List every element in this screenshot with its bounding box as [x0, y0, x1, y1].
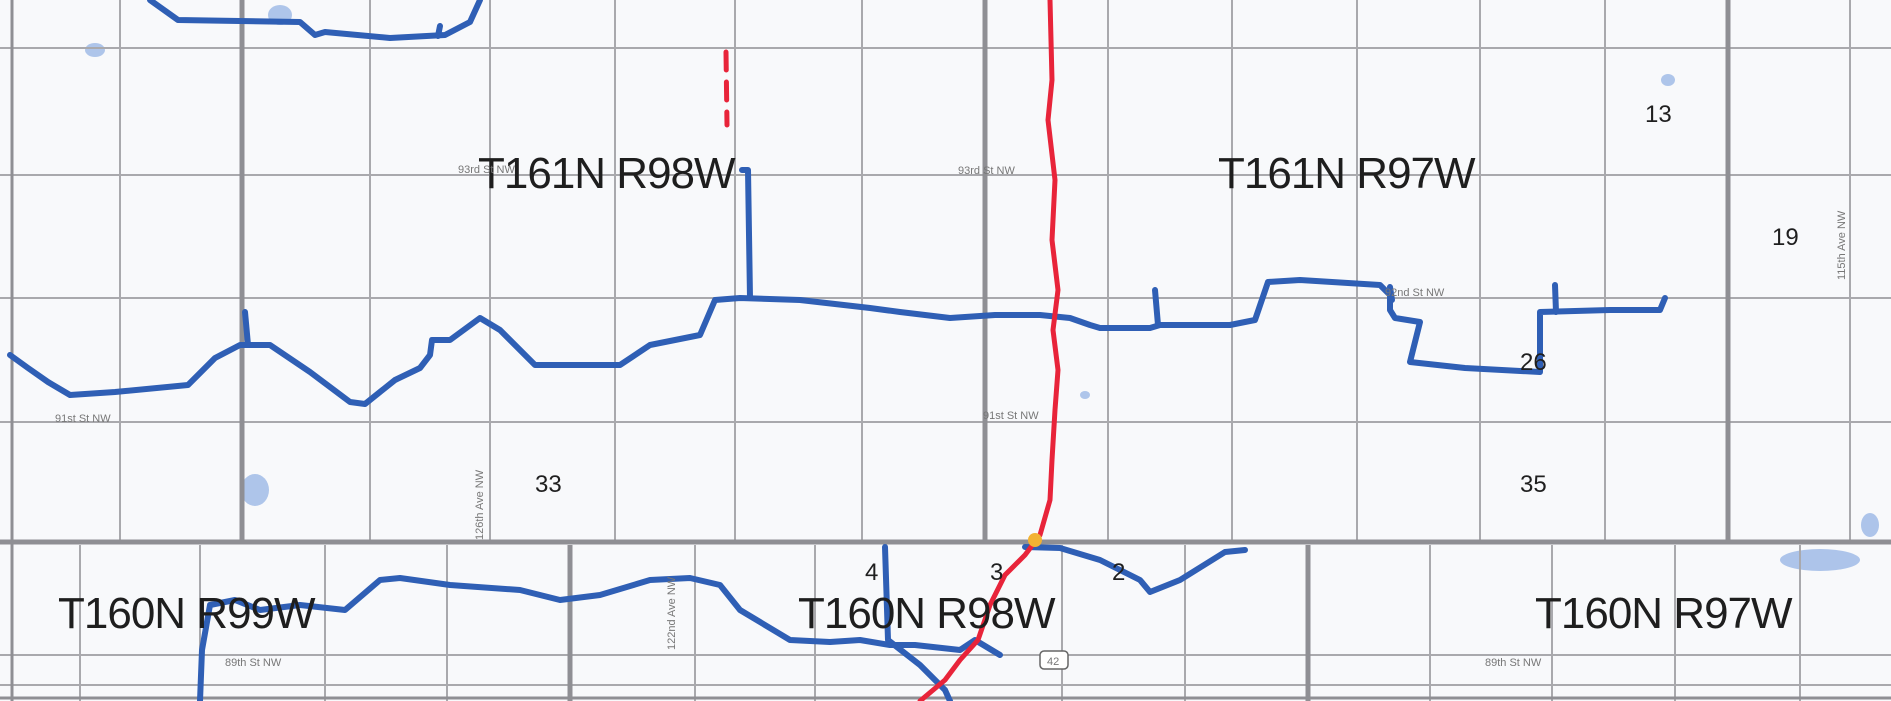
- route-marker-shield: [1039, 650, 1069, 670]
- township-label: T160N R98W: [798, 589, 1056, 638]
- road-label: 122nd Ave NW: [666, 576, 678, 650]
- route-marker[interactable]: 42: [1039, 650, 1069, 670]
- pipeline-red-planned[interactable]: [723, 49, 730, 128]
- pipeline-red-main[interactable]: [917, 0, 1061, 701]
- section-label: 13: [1645, 101, 1672, 128]
- water-pond: [1661, 74, 1675, 86]
- pipeline-spur-small[interactable]: [1152, 287, 1161, 328]
- section-labels: 13 19 26 33 35 4 3 2: [535, 101, 1799, 586]
- water-pond: [85, 43, 105, 57]
- pipeline-spur-small[interactable]: [1552, 282, 1559, 315]
- section-label: 4: [865, 559, 878, 586]
- water-pond: [241, 474, 269, 506]
- water-pond: [1080, 391, 1090, 399]
- township-label: T160N R99W: [58, 589, 316, 638]
- road-label: 89th St NW: [1485, 657, 1542, 669]
- road-label: 91st St NW: [55, 413, 111, 425]
- section-label: 19: [1772, 224, 1799, 251]
- pipeline-network-blue[interactable]: [7, 0, 1668, 701]
- water-pond: [1780, 549, 1860, 571]
- road-label: 89th St NW: [225, 657, 282, 669]
- road-label: 115th Ave NW: [1836, 210, 1848, 280]
- water-pond: [1861, 513, 1879, 537]
- pipeline-spur-small[interactable]: [1387, 284, 1395, 303]
- township-label: T160N R97W: [1535, 589, 1793, 638]
- pipeline-spur-small[interactable]: [242, 309, 251, 348]
- pipeline-spur-south[interactable]: [882, 544, 953, 701]
- pipeline-red[interactable]: [723, 0, 1061, 701]
- township-labels: T161N R98W T161N R97W T160N R99W T160N R…: [58, 149, 1794, 638]
- road-label: 93rd St NW: [458, 164, 515, 176]
- section-label: 3: [990, 559, 1003, 586]
- section-label: 2: [1112, 559, 1125, 586]
- township-label: T161N R97W: [1218, 149, 1476, 198]
- section-label: 33: [535, 471, 562, 498]
- pipeline-spur-north[interactable]: [739, 167, 753, 301]
- road-label: 93rd St NW: [958, 165, 1015, 177]
- section-label: 35: [1520, 471, 1547, 498]
- road-label: 91st St NW: [983, 410, 1039, 422]
- road-label: 126th Ave NW: [474, 469, 486, 540]
- road-labels: 93rd St NW 93rd St NW 92nd St NW 91st St…: [55, 164, 1848, 669]
- junction-marker[interactable]: [1028, 533, 1042, 547]
- route-marker-label: 42: [1047, 656, 1059, 668]
- section-label: 26: [1520, 349, 1547, 376]
- pipeline-segment-north-spur[interactable]: [435, 23, 443, 39]
- road-label: 92nd St NW: [1385, 287, 1445, 299]
- pipeline-segment-north[interactable]: [147, 0, 483, 41]
- pipeline-segment-main[interactable]: [7, 277, 1668, 407]
- township-label: T161N R98W: [478, 149, 736, 198]
- pipeline-segment-south-east[interactable]: [1022, 544, 1248, 595]
